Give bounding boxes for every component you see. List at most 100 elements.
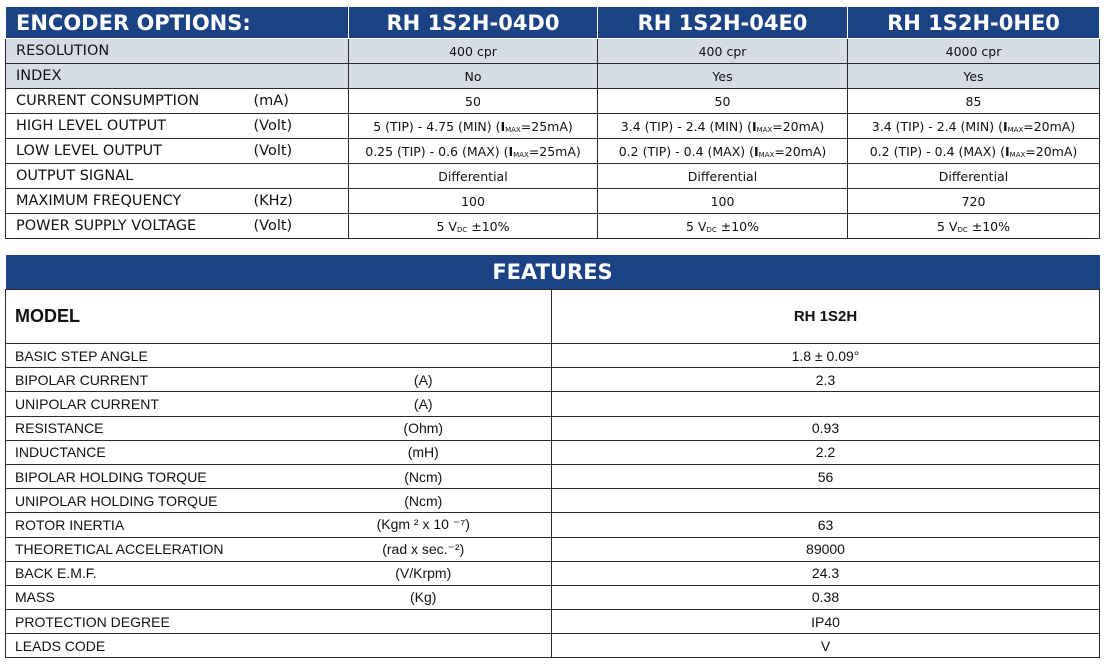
table-row: UNIPOLAR CURRENT (A) (5, 391, 1101, 417)
table-row: HIGH LEVEL OUTPUT (Volt) 5 (TIP) - 4.75 (M… (5, 113, 1100, 139)
encoder-options-table: ENCODER OPTIONS: RH 1S2H-04D0 RH 1S2H-04… (5, 7, 1100, 239)
value-cell: 3.4 (TIP) - 2.4 (MIN) (IMAX=20mA) (847, 113, 1100, 139)
value-cell: 50 (348, 88, 598, 114)
row-label: CURRENT CONSUMPTION (5, 88, 254, 114)
row-label: INDEX (5, 63, 254, 89)
value-text: 0.2 (TIP) - 0.4 (MAX) ( (869, 143, 1005, 159)
row-unit: (A) (295, 367, 552, 393)
row-label: LEADS CODE (5, 633, 296, 659)
value-text: 0.25 (TIP) - 0.6 (MAX) ( (365, 143, 509, 159)
row-unit: (rad x sec.⁻²) (295, 536, 552, 562)
value-cell: Differential (597, 163, 848, 189)
row-value: 0.93 (550, 415, 1101, 441)
value-text: 3.4 (TIP) - 2.4 (MIN) ( (620, 118, 752, 134)
value-text: 4000 cpr (945, 43, 1002, 59)
current-symbol: I (500, 118, 506, 134)
row-label: BASIC STEP ANGLE (5, 342, 296, 369)
value-text: 85 (965, 93, 982, 109)
table-row: BASIC STEP ANGLE 1.8 ± 0.09° (5, 342, 1101, 369)
value-text: 3.4 (TIP) - 2.4 (MIN) ( (871, 118, 1003, 134)
row-label: OUTPUT SIGNAL (5, 163, 254, 189)
model-header: RH 1S2H-04E0 (597, 7, 848, 39)
current-symbol: I (754, 143, 759, 159)
value-cell: 5 (TIP) - 4.75 (MIN) (IMAX=25mA) (348, 113, 598, 139)
value-cell: 5 VDC ±10% (597, 213, 848, 239)
row-value: V (550, 633, 1101, 659)
row-label: BIPOLAR HOLDING TORQUE (5, 463, 296, 490)
table-row: BIPOLAR CURRENT (A) 2.3 (5, 367, 1101, 393)
value-cell: 100 (597, 188, 848, 214)
subscript: MAX (513, 150, 529, 159)
value-text: 720 (961, 193, 986, 209)
value-text: 50 (714, 93, 731, 109)
table-row: INDEX No Yes Yes (5, 63, 1100, 89)
value-cell: 100 (348, 188, 598, 214)
value-text: No (464, 68, 482, 84)
encoder-header-row: ENCODER OPTIONS: RH 1S2H-04D0 RH 1S2H-04… (5, 7, 1100, 39)
value-text: 5 V (436, 218, 457, 234)
value-text: 100 (710, 193, 735, 209)
row-label: RESISTANCE (5, 415, 296, 441)
current-symbol: I (508, 143, 514, 159)
table-row: BACK E.M.F. (V/Krpm) 24.3 (5, 560, 1101, 586)
table-row: MASS (Kg) 0.38 (5, 584, 1101, 611)
value-text: 50 (465, 93, 481, 109)
row-unit: (KHz) (253, 188, 349, 214)
row-label: MASS (5, 584, 296, 611)
subscript: DC (957, 225, 968, 234)
row-value: 0.38 (550, 584, 1101, 611)
table-row: LEADS CODE V (5, 633, 1101, 659)
row-label: LOW LEVEL OUTPUT (5, 138, 254, 164)
table-row: LOW LEVEL OUTPUT (Volt) 0.25 (TIP) - 0.6 (… (5, 138, 1100, 164)
value-cell: 5 VDC ±10% (847, 213, 1100, 239)
value-cell: Yes (597, 63, 848, 89)
value-text: ±10% (716, 218, 759, 234)
model-header: RH 1S2H-04D0 (348, 7, 598, 39)
row-unit: (mA) (253, 88, 349, 114)
row-value (550, 488, 1101, 514)
row-unit: (A) (295, 391, 552, 417)
value-text: =25mA) (528, 143, 581, 159)
row-label: THEORETICAL ACCELERATION (5, 536, 296, 562)
row-value: 56 (550, 463, 1101, 490)
row-value: 89000 (550, 536, 1101, 562)
row-unit: (Volt) (253, 113, 349, 139)
value-text: =20mA) (774, 143, 827, 159)
row-label: BACK E.M.F. (5, 560, 296, 586)
row-unit (253, 38, 349, 64)
table-row: RESOLUTION 400 cpr 400 cpr 4000 cpr (5, 38, 1100, 64)
row-unit (295, 342, 552, 369)
value-cell: Differential (348, 163, 598, 189)
subscript: DC (456, 225, 468, 234)
features-header-row: FEATURES (5, 255, 1100, 290)
subscript: DC (706, 225, 717, 234)
row-unit: (Ncm) (295, 463, 552, 490)
table-row: THEORETICAL ACCELERATION (rad x sec.⁻²) 89… (5, 536, 1101, 562)
row-unit: (V/Krpm) (295, 560, 552, 586)
table-row: MAXIMUM FREQUENCY (KHz) 100 100 720 (5, 188, 1100, 214)
value-cell: 5 VDC ±10% (348, 213, 598, 239)
value-text: Differential (687, 168, 758, 184)
row-label: HIGH LEVEL OUTPUT (5, 113, 254, 139)
value-cell: 400 cpr (597, 38, 848, 64)
value-text: 5 V (686, 218, 707, 234)
value-cell: Yes (847, 63, 1100, 89)
row-label: PROTECTION DEGREE (5, 609, 296, 635)
row-value: 2.3 (550, 367, 1101, 393)
row-label: RESOLUTION (5, 38, 254, 64)
table-row: RESISTANCE (Ohm) 0.93 (5, 415, 1101, 441)
model-value: RH 1S2H (550, 289, 1101, 344)
row-label: POWER SUPPLY VOLTAGE (5, 213, 254, 239)
value-text: 400 cpr (698, 43, 747, 59)
row-unit: (Volt) (253, 213, 349, 239)
row-unit: (Ncm) (295, 488, 552, 514)
subscript: MAX (1007, 125, 1024, 134)
value-text: 0.2 (TIP) - 0.4 (MAX) ( (618, 143, 754, 159)
value-text: 5 (TIP) - 4.75 (MIN) ( (373, 118, 501, 134)
row-unit: (mH) (295, 439, 552, 465)
value-cell: 0.2 (TIP) - 0.4 (MAX) (IMAX=20mA) (847, 138, 1100, 164)
row-unit: (Kgm ² x 10 ⁻⁷) (295, 512, 552, 538)
row-value: 1.8 ± 0.09° (550, 342, 1101, 369)
table-row: PROTECTION DEGREE IP40 (5, 609, 1101, 635)
value-text: 5 V (937, 218, 958, 234)
